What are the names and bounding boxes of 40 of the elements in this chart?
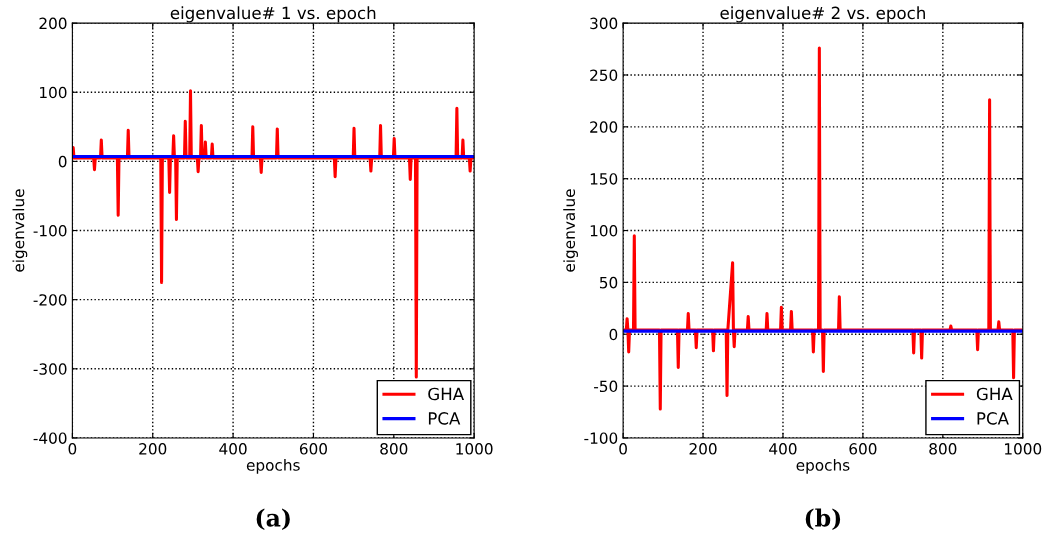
x-tick-label: 200 [139,443,167,455]
x-tick-label: 0 [619,443,627,455]
y-tick-label: 200 [590,121,618,133]
y-tick-label: 150 [590,173,618,185]
y-tick-label: 200 [39,17,67,30]
y-tick-label: 50 [599,276,618,289]
x-axis-title: epochs [796,458,850,474]
chart-title: eigenvalue# 1 vs. epoch [170,6,376,23]
x-tick-label: 400 [219,443,247,455]
x-tick-label: 600 [299,443,328,455]
x-tick-label: 800 [929,443,957,455]
text: (b) [805,508,841,531]
y-axis-title: eigenvalue [12,189,28,272]
y-tick-label: -200 [33,294,67,306]
x-tick-label: 400 [769,443,797,455]
y-tick-label: 0 [609,328,618,341]
x-axis-title: epochs [246,458,300,474]
legend-label: GHA [428,387,465,401]
y-tick-label: 0 [58,155,67,168]
chart-title: eigenvalue# 2 vs. epoch [720,6,925,23]
legend-label: PCA [977,412,1009,425]
y-tick-label: 300 [590,17,618,30]
y-tick-label: -400 [33,432,67,444]
legend-label: GHA [976,387,1013,401]
y-tick-label: -100 [584,432,618,444]
x-tick-label: 1000 [456,443,493,455]
y-axis-title: eigenvalue [563,189,579,272]
x-tick-label: 0 [68,443,77,455]
x-tick-label: 1000 [1005,443,1042,455]
x-tick-label: 800 [380,443,408,455]
y-tick-label: -50 [594,380,618,393]
y-tick-label: -300 [33,363,67,375]
x-tick-label: 200 [689,443,717,455]
y-tick-label: 100 [40,86,67,99]
y-tick-label: 100 [590,225,618,237]
text: (a) [256,508,290,531]
y-tick-label: 250 [590,69,618,82]
legend-label: PCA [428,412,461,425]
x-tick-label: 600 [849,443,877,455]
y-tick-label: -100 [33,225,67,237]
